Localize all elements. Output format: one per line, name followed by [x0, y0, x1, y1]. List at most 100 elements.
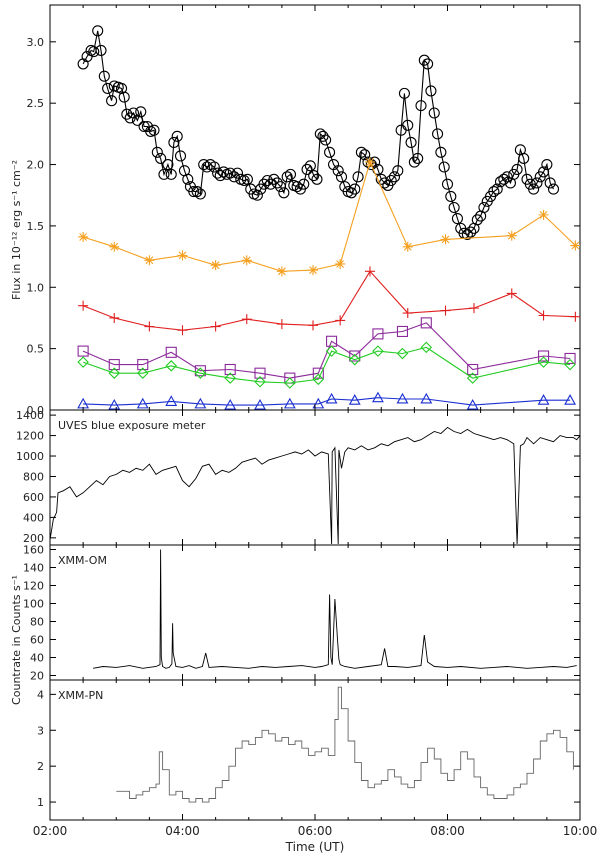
- data-point: [102, 82, 114, 95]
- data-point: [467, 363, 479, 376]
- x-tick-label: 04:00: [165, 824, 200, 838]
- y-tick-label: 1: [37, 796, 44, 809]
- data-point: [231, 167, 244, 179]
- series-line: [50, 426, 580, 545]
- data-point: [498, 173, 510, 185]
- data-point: [547, 183, 560, 195]
- y-tick-label: 1000: [16, 450, 44, 463]
- plot-area-uves: [50, 426, 580, 545]
- data-point: [194, 397, 207, 409]
- data-point: [466, 398, 479, 410]
- data-point: [348, 394, 361, 405]
- data-point: [561, 5, 566, 6]
- data-point: [224, 372, 236, 384]
- data-point: [274, 181, 287, 193]
- data-point: [488, 185, 500, 198]
- plot-area-om: [93, 549, 577, 669]
- data-point: [108, 359, 120, 371]
- data-point: [396, 392, 409, 404]
- y-tick-label: 80: [30, 616, 44, 629]
- data-point: [194, 367, 207, 379]
- data-point: [311, 173, 323, 185]
- series-exposure-meter: [50, 426, 580, 545]
- data-point: [78, 300, 89, 311]
- data-point: [298, 178, 310, 190]
- data-point: [345, 187, 357, 199]
- y-tick-label: 1200: [16, 430, 44, 443]
- data-point: [531, 177, 543, 189]
- data-point: [254, 398, 266, 410]
- data-point: [136, 397, 149, 409]
- y-tick-label: 160: [23, 544, 44, 557]
- data-point: [538, 310, 549, 321]
- panel-flux: 0.0 0.5 1.0 1.5 2.0 2.5 3.0: [27, 4, 581, 417]
- y-tick-label: 800: [23, 470, 44, 483]
- data-point: [284, 168, 297, 180]
- panel-label-pn: XMM-PN: [58, 689, 103, 702]
- data-point: [538, 209, 549, 220]
- data-point: [317, 130, 329, 142]
- data-point: [224, 167, 236, 179]
- data-point: [135, 106, 147, 118]
- x-tick-label: 06:00: [298, 824, 333, 838]
- data-point: [402, 119, 414, 131]
- data-point: [155, 152, 167, 164]
- y-tick-label: 20: [30, 670, 44, 683]
- data-point: [537, 356, 550, 368]
- data-point: [359, 149, 371, 161]
- data-point: [448, 201, 460, 214]
- x-tick-label: 08:00: [430, 824, 465, 838]
- data-point: [349, 183, 361, 195]
- data-point: [420, 341, 433, 354]
- data-point: [165, 346, 177, 358]
- y-tick-label: 60: [30, 634, 44, 647]
- data-point: [501, 171, 513, 183]
- data-point: [251, 189, 263, 201]
- data-point: [405, 136, 417, 149]
- y-tick-label: 4: [37, 688, 44, 701]
- data-point: [78, 231, 89, 242]
- data-point: [570, 311, 580, 322]
- data-point: [402, 308, 413, 319]
- data-point: [325, 345, 338, 357]
- data-point: [541, 158, 553, 171]
- y-tick-label: 3.0: [27, 36, 45, 49]
- data-point: [291, 181, 303, 193]
- data-point: [465, 226, 477, 238]
- data-point: [304, 160, 316, 172]
- data-point: [441, 178, 454, 190]
- series-blue-triangles: [77, 391, 576, 410]
- series-line: [82, 160, 576, 272]
- series-line: [93, 549, 577, 669]
- data-point: [241, 255, 252, 266]
- data-point: [301, 163, 313, 176]
- data-point: [77, 356, 89, 368]
- data-point: [557, 5, 563, 6]
- series-line: [82, 270, 576, 331]
- x-tick-label: 10:00: [563, 824, 598, 838]
- data-point: [137, 359, 149, 371]
- data-point: [118, 91, 130, 103]
- panel-label-uves: UVES blue exposure meter: [58, 419, 206, 432]
- data-point: [418, 54, 430, 66]
- data-point: [325, 392, 338, 404]
- data-point: [528, 183, 540, 195]
- data-point: [210, 260, 221, 271]
- data-point: [92, 25, 104, 37]
- data-point: [284, 377, 296, 389]
- data-point: [564, 5, 570, 6]
- panel-uves: 200 400 600 800 1000 1200 1400 UVES blue exposu…: [16, 409, 581, 546]
- data-point: [165, 360, 178, 372]
- data-point: [158, 168, 170, 180]
- data-point: [564, 394, 576, 405]
- data-point: [348, 353, 361, 366]
- data-point: [372, 391, 384, 403]
- y-tick-label: 400: [23, 511, 44, 524]
- y-tick-label: 100: [23, 598, 44, 611]
- data-point: [372, 328, 384, 340]
- data-point: [471, 214, 483, 226]
- data-point: [208, 161, 220, 173]
- series-OM-countrate: [93, 549, 577, 669]
- plot-area-flux: [77, 5, 580, 410]
